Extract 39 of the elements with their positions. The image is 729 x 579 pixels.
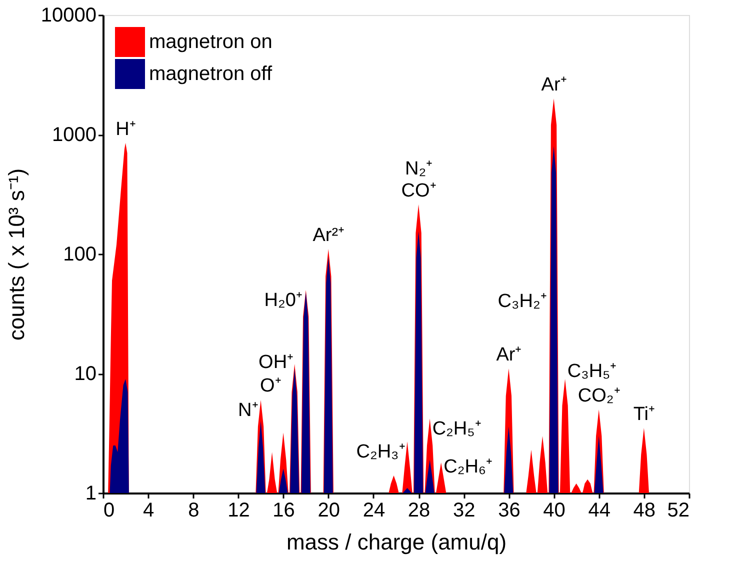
y-tick-label: 100 (63, 244, 96, 266)
x-tick-label: 4 (143, 500, 154, 522)
x-axis-title: mass / charge (amu/q) (286, 530, 507, 554)
annotation: Ar⁺ (541, 74, 566, 96)
x-tick-label: 48 (633, 500, 656, 522)
annotation: OH⁺ (258, 352, 294, 374)
annotation: C₂H₅⁺ (432, 418, 481, 440)
annotation: C₃H₅⁺ (567, 360, 616, 382)
x-tick-label: 0 (104, 500, 115, 522)
annotation: C₃H₂⁺ (498, 291, 546, 312)
x-tick-label: 24 (362, 500, 386, 522)
y-tick-label: 1 (85, 482, 96, 504)
y-axis-title: counts ( x 10³ s⁻¹) (4, 168, 29, 341)
annotation: Ar²⁺ (312, 225, 344, 246)
annotation: O⁺ (260, 376, 281, 397)
x-tick-label: 36 (498, 500, 520, 522)
x-tick-label: 28 (408, 500, 430, 522)
x-tick-label: 16 (272, 500, 295, 522)
y-tick-label: 10000 (40, 4, 96, 26)
annotation: Ti⁺ (633, 404, 654, 425)
annotation: H⁺ (116, 118, 136, 140)
legend-label: magnetron on (149, 31, 272, 53)
annotation: C₂H₃⁺ (356, 441, 405, 462)
annotation: CO₂⁺ (578, 385, 620, 406)
x-tick-label: 44 (588, 500, 610, 522)
x-tick-label: 40 (543, 500, 566, 522)
annotation: H₂0⁺ (264, 290, 302, 311)
x-tick-label: 52 (667, 500, 690, 522)
legend-label: magnetron off (149, 63, 272, 85)
annotation: N₂⁺ CO⁺ (401, 158, 436, 202)
x-tick-label: 12 (228, 500, 250, 522)
annotation: Ar⁺ (496, 344, 522, 366)
y-tick-label: 1000 (52, 124, 96, 146)
x-tick-label: 32 (452, 500, 476, 522)
annotation: N⁺ (238, 400, 258, 422)
x-tick-label: 20 (318, 500, 340, 522)
annotation: C₂H₆⁺ (444, 456, 492, 478)
x-tick-label: 8 (188, 500, 200, 522)
y-tick-label: 10 (74, 363, 96, 385)
